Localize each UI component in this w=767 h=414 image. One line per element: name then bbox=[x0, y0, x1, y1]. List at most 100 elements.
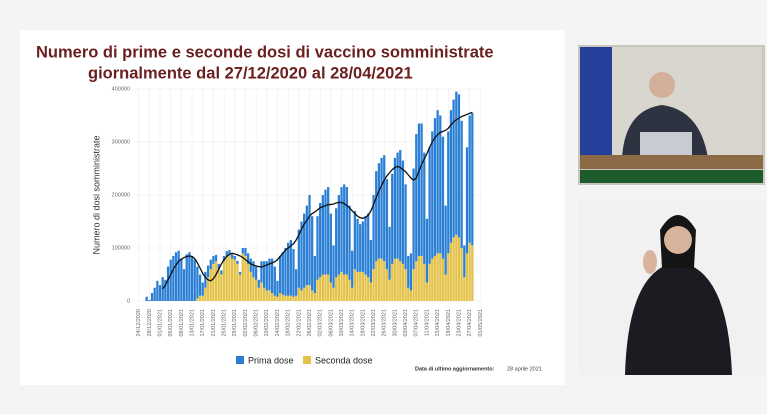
bar bbox=[449, 242, 453, 301]
bar bbox=[337, 274, 340, 301]
bar bbox=[270, 258, 274, 294]
bar bbox=[399, 149, 402, 262]
bar bbox=[391, 263, 394, 301]
x-tick-label: 22/03/2021 bbox=[371, 309, 377, 337]
bar bbox=[463, 277, 466, 301]
bar bbox=[241, 248, 244, 254]
bar bbox=[214, 254, 218, 262]
x-tick-label: 19/04/2021 bbox=[446, 309, 452, 337]
bar bbox=[385, 179, 389, 270]
bar bbox=[190, 255, 194, 301]
bar bbox=[401, 160, 405, 264]
bar bbox=[425, 282, 429, 301]
bar bbox=[313, 293, 316, 301]
bar bbox=[305, 205, 308, 286]
bar bbox=[270, 293, 274, 301]
bar bbox=[401, 263, 405, 301]
x-tick-label: 06/02/2021 bbox=[254, 309, 260, 337]
bar bbox=[361, 221, 365, 272]
laptop bbox=[640, 132, 692, 158]
bar bbox=[340, 187, 343, 272]
bar bbox=[428, 147, 431, 264]
bar bbox=[324, 274, 327, 301]
bar bbox=[238, 271, 242, 275]
y-axis-label: Numero di dosi somministrate bbox=[91, 135, 101, 254]
bar bbox=[169, 259, 172, 301]
bar bbox=[439, 115, 442, 254]
bar bbox=[329, 213, 332, 283]
bar bbox=[364, 274, 367, 301]
bar bbox=[222, 255, 226, 262]
bar bbox=[254, 279, 258, 301]
bar bbox=[455, 91, 458, 235]
bar bbox=[332, 245, 335, 288]
x-tick-label: 24/12/2020 bbox=[136, 309, 142, 337]
bar bbox=[182, 269, 186, 301]
bar bbox=[343, 274, 346, 301]
bar bbox=[303, 287, 306, 301]
bar bbox=[225, 251, 228, 256]
bar bbox=[228, 254, 231, 301]
bar bbox=[385, 269, 389, 301]
bar bbox=[246, 253, 250, 264]
bar bbox=[236, 260, 239, 264]
bar bbox=[316, 216, 319, 280]
bar bbox=[457, 94, 461, 238]
bar bbox=[321, 195, 324, 275]
update-date: 28 aprile 2021 bbox=[507, 366, 542, 372]
legend-label: Prima dose bbox=[248, 355, 294, 365]
bar bbox=[193, 259, 196, 301]
bar bbox=[412, 269, 415, 301]
bar bbox=[404, 269, 407, 301]
bar bbox=[420, 255, 423, 301]
bar bbox=[388, 226, 391, 280]
y-tick-label: 100000 bbox=[112, 245, 130, 251]
bar bbox=[257, 287, 260, 301]
x-tick-label: 05/01/2021 bbox=[168, 309, 174, 337]
x-tick-label: 15/04/2021 bbox=[435, 309, 441, 337]
bar bbox=[281, 252, 284, 295]
bar bbox=[198, 295, 202, 301]
bar bbox=[441, 258, 445, 301]
bar bbox=[212, 263, 215, 301]
legend-label: Seconda dose bbox=[315, 355, 373, 365]
bar bbox=[206, 265, 210, 278]
x-tick-label: 07/04/2021 bbox=[414, 309, 420, 337]
bar bbox=[295, 269, 298, 296]
bar bbox=[332, 287, 335, 301]
bar bbox=[327, 187, 330, 275]
bar bbox=[463, 245, 466, 278]
x-tick-label: 29/01/2021 bbox=[232, 309, 238, 337]
bar bbox=[471, 112, 474, 246]
bar bbox=[471, 245, 474, 301]
bar bbox=[254, 266, 258, 280]
chart-title: giornalmente dal 27/12/2020 al 28/04/202… bbox=[88, 64, 413, 82]
bar bbox=[364, 216, 367, 275]
bar bbox=[209, 259, 212, 270]
legend-swatch bbox=[236, 356, 244, 364]
bar bbox=[172, 255, 175, 301]
bar bbox=[420, 123, 423, 256]
bar bbox=[228, 250, 231, 255]
bar bbox=[201, 295, 204, 301]
bar bbox=[369, 282, 373, 301]
bar bbox=[249, 258, 252, 272]
bar bbox=[431, 131, 434, 259]
bar bbox=[233, 255, 236, 260]
bar bbox=[380, 258, 383, 301]
bar bbox=[468, 242, 471, 301]
bar bbox=[161, 277, 164, 301]
bar bbox=[351, 250, 354, 288]
trend-line bbox=[162, 111, 473, 290]
bar bbox=[265, 261, 268, 291]
bar bbox=[246, 263, 250, 301]
speaker-head bbox=[649, 72, 675, 98]
bar bbox=[343, 184, 346, 275]
bar bbox=[260, 282, 263, 301]
bar bbox=[439, 253, 442, 301]
bar bbox=[244, 248, 247, 256]
bar bbox=[225, 255, 228, 301]
bar bbox=[212, 255, 215, 264]
bar bbox=[150, 293, 154, 301]
bar bbox=[460, 248, 463, 301]
